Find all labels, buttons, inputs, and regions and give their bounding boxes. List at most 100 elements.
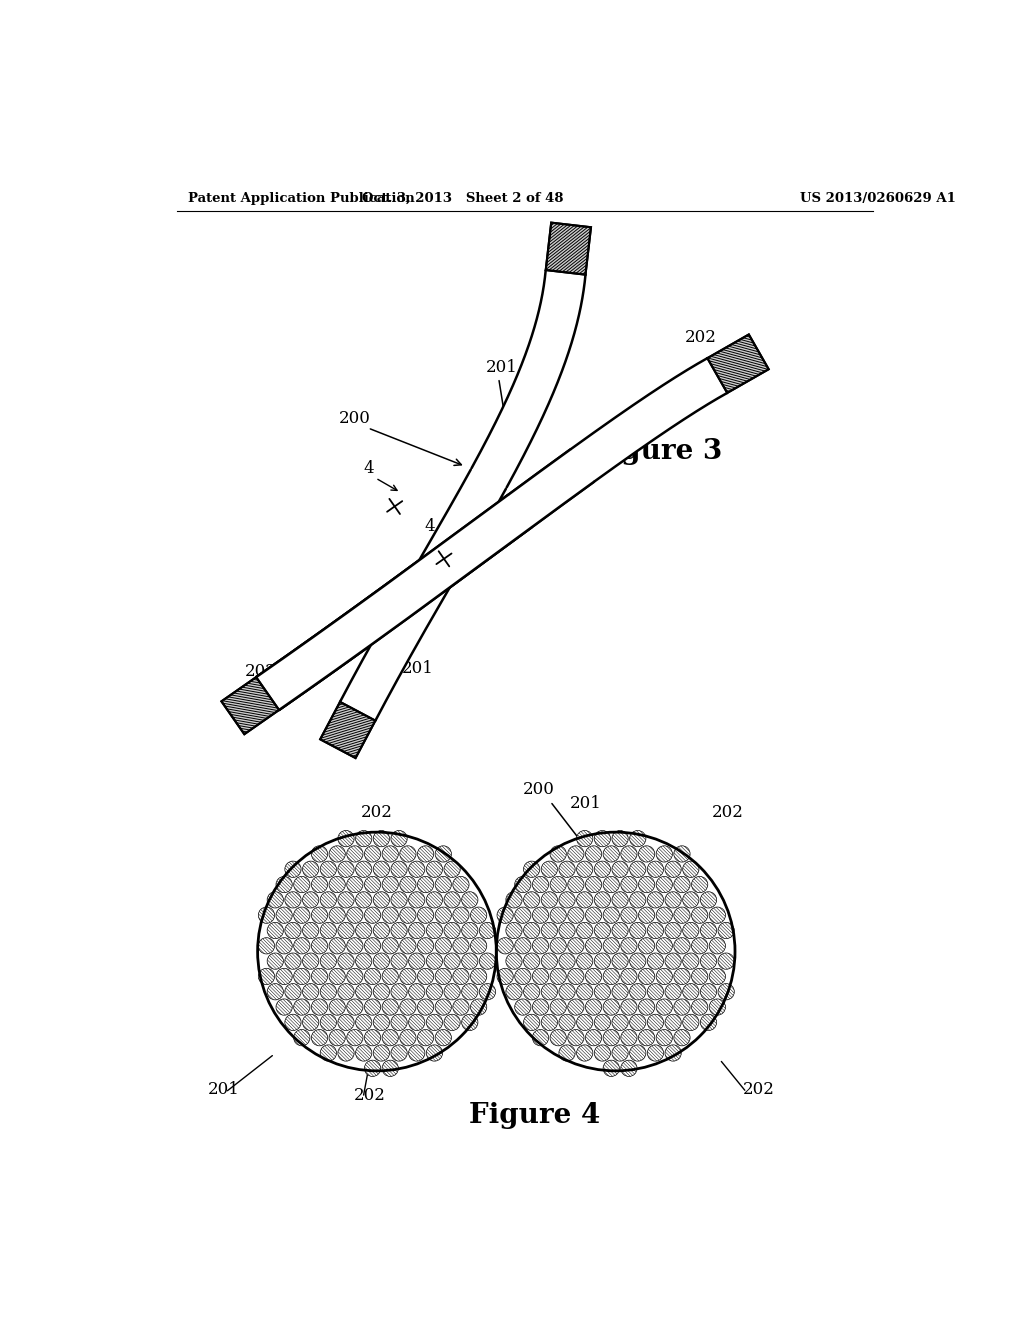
Circle shape	[567, 876, 584, 892]
Circle shape	[391, 983, 408, 999]
Circle shape	[355, 1045, 372, 1061]
Circle shape	[656, 969, 673, 985]
Circle shape	[612, 953, 628, 969]
Circle shape	[355, 953, 372, 969]
Circle shape	[683, 953, 699, 969]
Circle shape	[550, 876, 566, 892]
Circle shape	[550, 907, 566, 923]
Circle shape	[338, 953, 354, 969]
Circle shape	[577, 1045, 593, 1061]
Circle shape	[444, 1014, 460, 1031]
Circle shape	[302, 1014, 318, 1031]
Circle shape	[594, 892, 610, 908]
Circle shape	[276, 999, 292, 1015]
Circle shape	[506, 923, 522, 939]
Circle shape	[355, 983, 372, 999]
Circle shape	[294, 1030, 310, 1045]
Circle shape	[329, 876, 345, 892]
Circle shape	[373, 983, 389, 999]
Circle shape	[639, 1030, 654, 1045]
Circle shape	[559, 983, 575, 999]
Circle shape	[285, 1014, 301, 1031]
Circle shape	[479, 983, 496, 999]
Circle shape	[426, 1014, 442, 1031]
Circle shape	[382, 876, 398, 892]
Polygon shape	[256, 495, 531, 710]
Circle shape	[594, 1045, 610, 1061]
Circle shape	[321, 983, 337, 999]
Circle shape	[409, 953, 425, 969]
Circle shape	[391, 953, 408, 969]
Circle shape	[656, 846, 673, 862]
Circle shape	[612, 923, 628, 939]
Circle shape	[532, 876, 549, 892]
Circle shape	[426, 892, 442, 908]
Circle shape	[515, 876, 531, 892]
Circle shape	[418, 876, 434, 892]
Circle shape	[355, 1014, 372, 1031]
Circle shape	[532, 1030, 549, 1045]
Circle shape	[523, 1014, 540, 1031]
Circle shape	[391, 892, 408, 908]
Circle shape	[302, 953, 318, 969]
Polygon shape	[321, 702, 376, 758]
Circle shape	[347, 876, 362, 892]
Circle shape	[347, 1030, 362, 1045]
Circle shape	[365, 969, 381, 985]
Circle shape	[559, 953, 575, 969]
Circle shape	[338, 923, 354, 939]
Text: 202: 202	[712, 804, 743, 821]
Circle shape	[365, 907, 381, 923]
Circle shape	[302, 892, 318, 908]
Circle shape	[276, 907, 292, 923]
Circle shape	[718, 923, 734, 939]
Circle shape	[559, 1014, 575, 1031]
Circle shape	[559, 892, 575, 908]
Circle shape	[347, 999, 362, 1015]
Polygon shape	[472, 271, 586, 487]
Circle shape	[294, 969, 310, 985]
Circle shape	[603, 876, 620, 892]
Circle shape	[302, 923, 318, 939]
Circle shape	[532, 907, 549, 923]
Circle shape	[621, 907, 637, 923]
Circle shape	[656, 1030, 673, 1045]
Circle shape	[523, 861, 540, 878]
Circle shape	[435, 969, 452, 985]
Polygon shape	[256, 449, 594, 710]
Circle shape	[577, 983, 593, 999]
Circle shape	[470, 907, 486, 923]
Circle shape	[329, 846, 345, 862]
Circle shape	[630, 1014, 646, 1031]
Circle shape	[479, 923, 496, 939]
Circle shape	[710, 969, 725, 985]
Circle shape	[630, 953, 646, 969]
Circle shape	[462, 983, 478, 999]
Circle shape	[399, 999, 416, 1015]
Text: US 2013/0260629 A1: US 2013/0260629 A1	[801, 191, 956, 205]
Text: 202: 202	[742, 1081, 774, 1098]
Circle shape	[691, 937, 708, 954]
Circle shape	[311, 846, 328, 862]
Circle shape	[382, 846, 398, 862]
Circle shape	[683, 861, 699, 878]
Circle shape	[656, 876, 673, 892]
Circle shape	[365, 1060, 381, 1076]
Circle shape	[567, 999, 584, 1015]
Circle shape	[329, 969, 345, 985]
Circle shape	[453, 937, 469, 954]
Circle shape	[532, 969, 549, 985]
Circle shape	[506, 892, 522, 908]
Circle shape	[700, 953, 717, 969]
Circle shape	[594, 1014, 610, 1031]
Circle shape	[647, 923, 664, 939]
Circle shape	[630, 1045, 646, 1061]
Circle shape	[382, 969, 398, 985]
Circle shape	[435, 907, 452, 923]
Circle shape	[674, 876, 690, 892]
Circle shape	[630, 830, 646, 846]
Circle shape	[630, 861, 646, 878]
Circle shape	[559, 1045, 575, 1061]
Circle shape	[656, 937, 673, 954]
Circle shape	[506, 953, 522, 969]
